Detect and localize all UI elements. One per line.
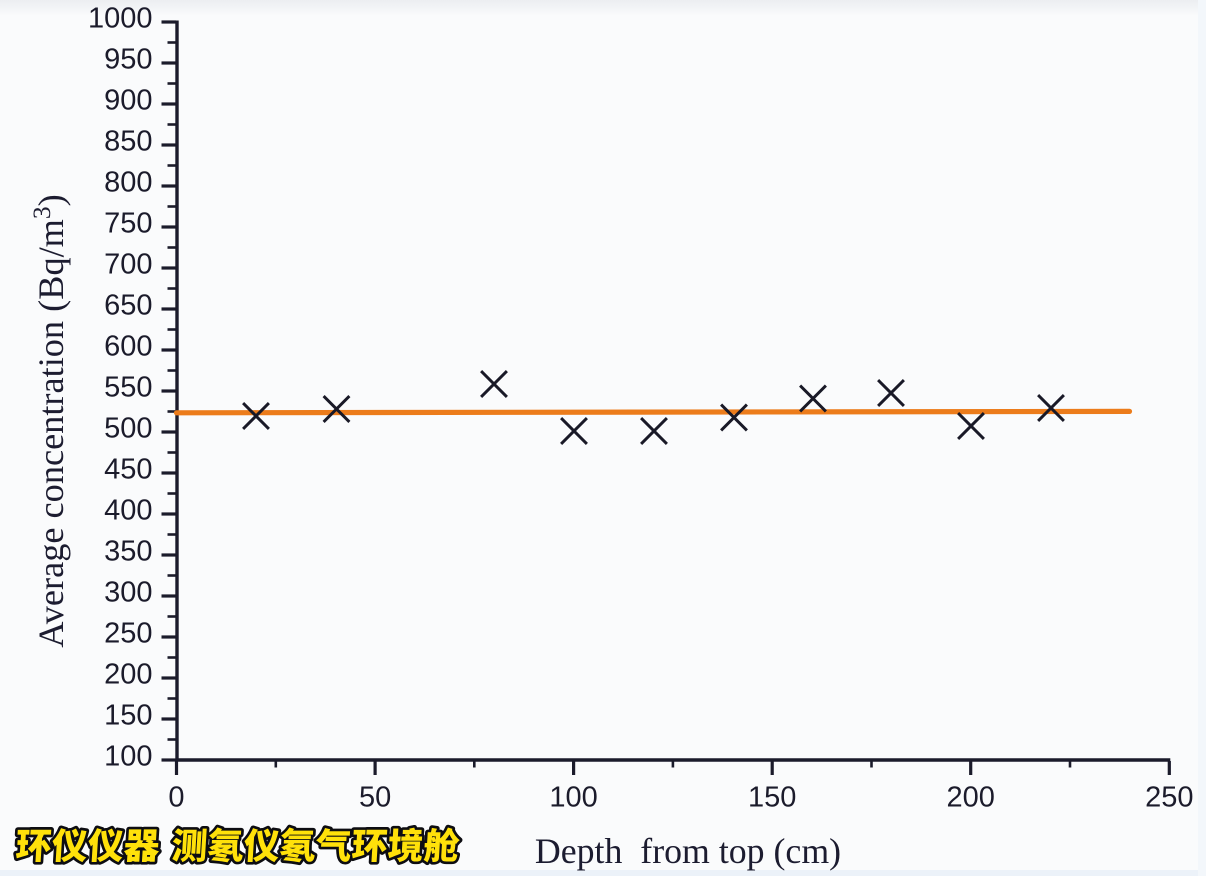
svg-text:250: 250 [104, 618, 152, 650]
svg-text:Average concentration (Bq/m3): Average concentration (Bq/m3) [27, 194, 71, 648]
svg-text:300: 300 [104, 577, 152, 609]
svg-text:250: 250 [1145, 782, 1193, 814]
svg-text:550: 550 [104, 372, 152, 404]
svg-text:100: 100 [104, 741, 152, 773]
svg-text:150: 150 [104, 700, 152, 732]
svg-text:Depth from top (cm): Depth from top (cm) [535, 831, 841, 871]
svg-text:150: 150 [748, 782, 796, 814]
svg-text:1000: 1000 [88, 3, 153, 35]
svg-text:500: 500 [104, 413, 152, 445]
svg-text:750: 750 [104, 208, 152, 240]
svg-text:700: 700 [104, 249, 152, 281]
svg-text:450: 450 [104, 454, 152, 486]
svg-text:350: 350 [104, 536, 152, 568]
svg-text:850: 850 [104, 126, 152, 158]
svg-text:400: 400 [104, 495, 152, 527]
svg-text:800: 800 [104, 167, 152, 199]
svg-text:600: 600 [104, 331, 152, 363]
svg-text:650: 650 [104, 290, 152, 322]
svg-text:100: 100 [549, 782, 597, 814]
svg-text:900: 900 [104, 85, 152, 117]
svg-text:0: 0 [168, 782, 184, 814]
svg-text:50: 50 [359, 782, 391, 814]
svg-text:200: 200 [947, 782, 995, 814]
svg-text:950: 950 [104, 44, 152, 76]
svg-text:200: 200 [104, 659, 152, 691]
